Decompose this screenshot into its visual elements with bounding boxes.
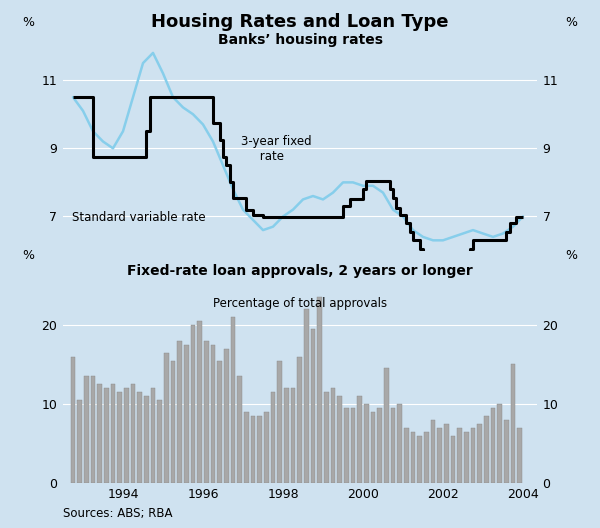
Bar (504, 420, 509, 483)
Bar (404, 428, 409, 483)
Bar (311, 329, 315, 483)
Bar (391, 408, 395, 483)
Bar (511, 364, 515, 483)
Text: Fixed-rate loan approvals, 2 years or longer: Fixed-rate loan approvals, 2 years or lo… (127, 264, 473, 278)
Bar (244, 412, 248, 483)
Bar (451, 436, 455, 483)
Text: Housing Rates and Loan Type: Housing Rates and Loan Type (151, 13, 449, 31)
Bar (397, 404, 402, 483)
Bar (170, 361, 175, 483)
Bar (377, 408, 382, 483)
Text: %: % (23, 249, 35, 261)
Bar (238, 376, 242, 483)
Bar (424, 432, 428, 483)
Bar (350, 408, 355, 483)
Bar (91, 376, 95, 483)
Bar (418, 436, 422, 483)
Bar (284, 388, 289, 483)
Bar (77, 400, 82, 483)
Bar (444, 424, 449, 483)
Bar (264, 412, 269, 483)
Bar (178, 341, 182, 483)
Bar (144, 396, 149, 483)
Bar (478, 424, 482, 483)
Text: Banks’ housing rates: Banks’ housing rates (218, 33, 383, 48)
Bar (411, 432, 415, 483)
Bar (184, 345, 188, 483)
Bar (491, 408, 496, 483)
Bar (471, 428, 475, 483)
Bar (497, 404, 502, 483)
Bar (97, 384, 102, 483)
Bar (197, 321, 202, 483)
Bar (217, 361, 222, 483)
Bar (464, 432, 469, 483)
Bar (131, 384, 135, 483)
Bar (104, 388, 109, 483)
Bar (431, 420, 436, 483)
Text: %: % (23, 16, 35, 29)
Bar (251, 416, 255, 483)
Bar (384, 369, 389, 483)
Bar (304, 309, 308, 483)
Bar (331, 388, 335, 483)
Bar (204, 341, 209, 483)
Text: Sources: ABS; RBA: Sources: ABS; RBA (63, 507, 173, 520)
Text: Standard variable rate: Standard variable rate (73, 211, 206, 224)
Bar (317, 297, 322, 483)
Text: %: % (565, 16, 577, 29)
Bar (230, 317, 235, 483)
Bar (290, 388, 295, 483)
Text: %: % (565, 249, 577, 261)
Bar (324, 392, 329, 483)
Bar (358, 396, 362, 483)
Text: 3-year fixed
     rate: 3-year fixed rate (241, 135, 311, 163)
Bar (118, 392, 122, 483)
Bar (298, 356, 302, 483)
Bar (84, 376, 89, 483)
Bar (191, 325, 195, 483)
Bar (151, 388, 155, 483)
Bar (457, 428, 462, 483)
Bar (277, 361, 282, 483)
Bar (371, 412, 375, 483)
Bar (137, 392, 142, 483)
Bar (271, 392, 275, 483)
Bar (517, 428, 522, 483)
Bar (164, 353, 169, 483)
Bar (211, 345, 215, 483)
Text: Percentage of total approvals: Percentage of total approvals (213, 297, 387, 310)
Bar (337, 396, 342, 483)
Bar (157, 400, 162, 483)
Bar (257, 416, 262, 483)
Bar (344, 408, 349, 483)
Bar (224, 348, 229, 483)
Bar (484, 416, 488, 483)
Bar (110, 384, 115, 483)
Bar (71, 356, 75, 483)
Bar (124, 388, 128, 483)
Bar (437, 428, 442, 483)
Bar (364, 404, 368, 483)
